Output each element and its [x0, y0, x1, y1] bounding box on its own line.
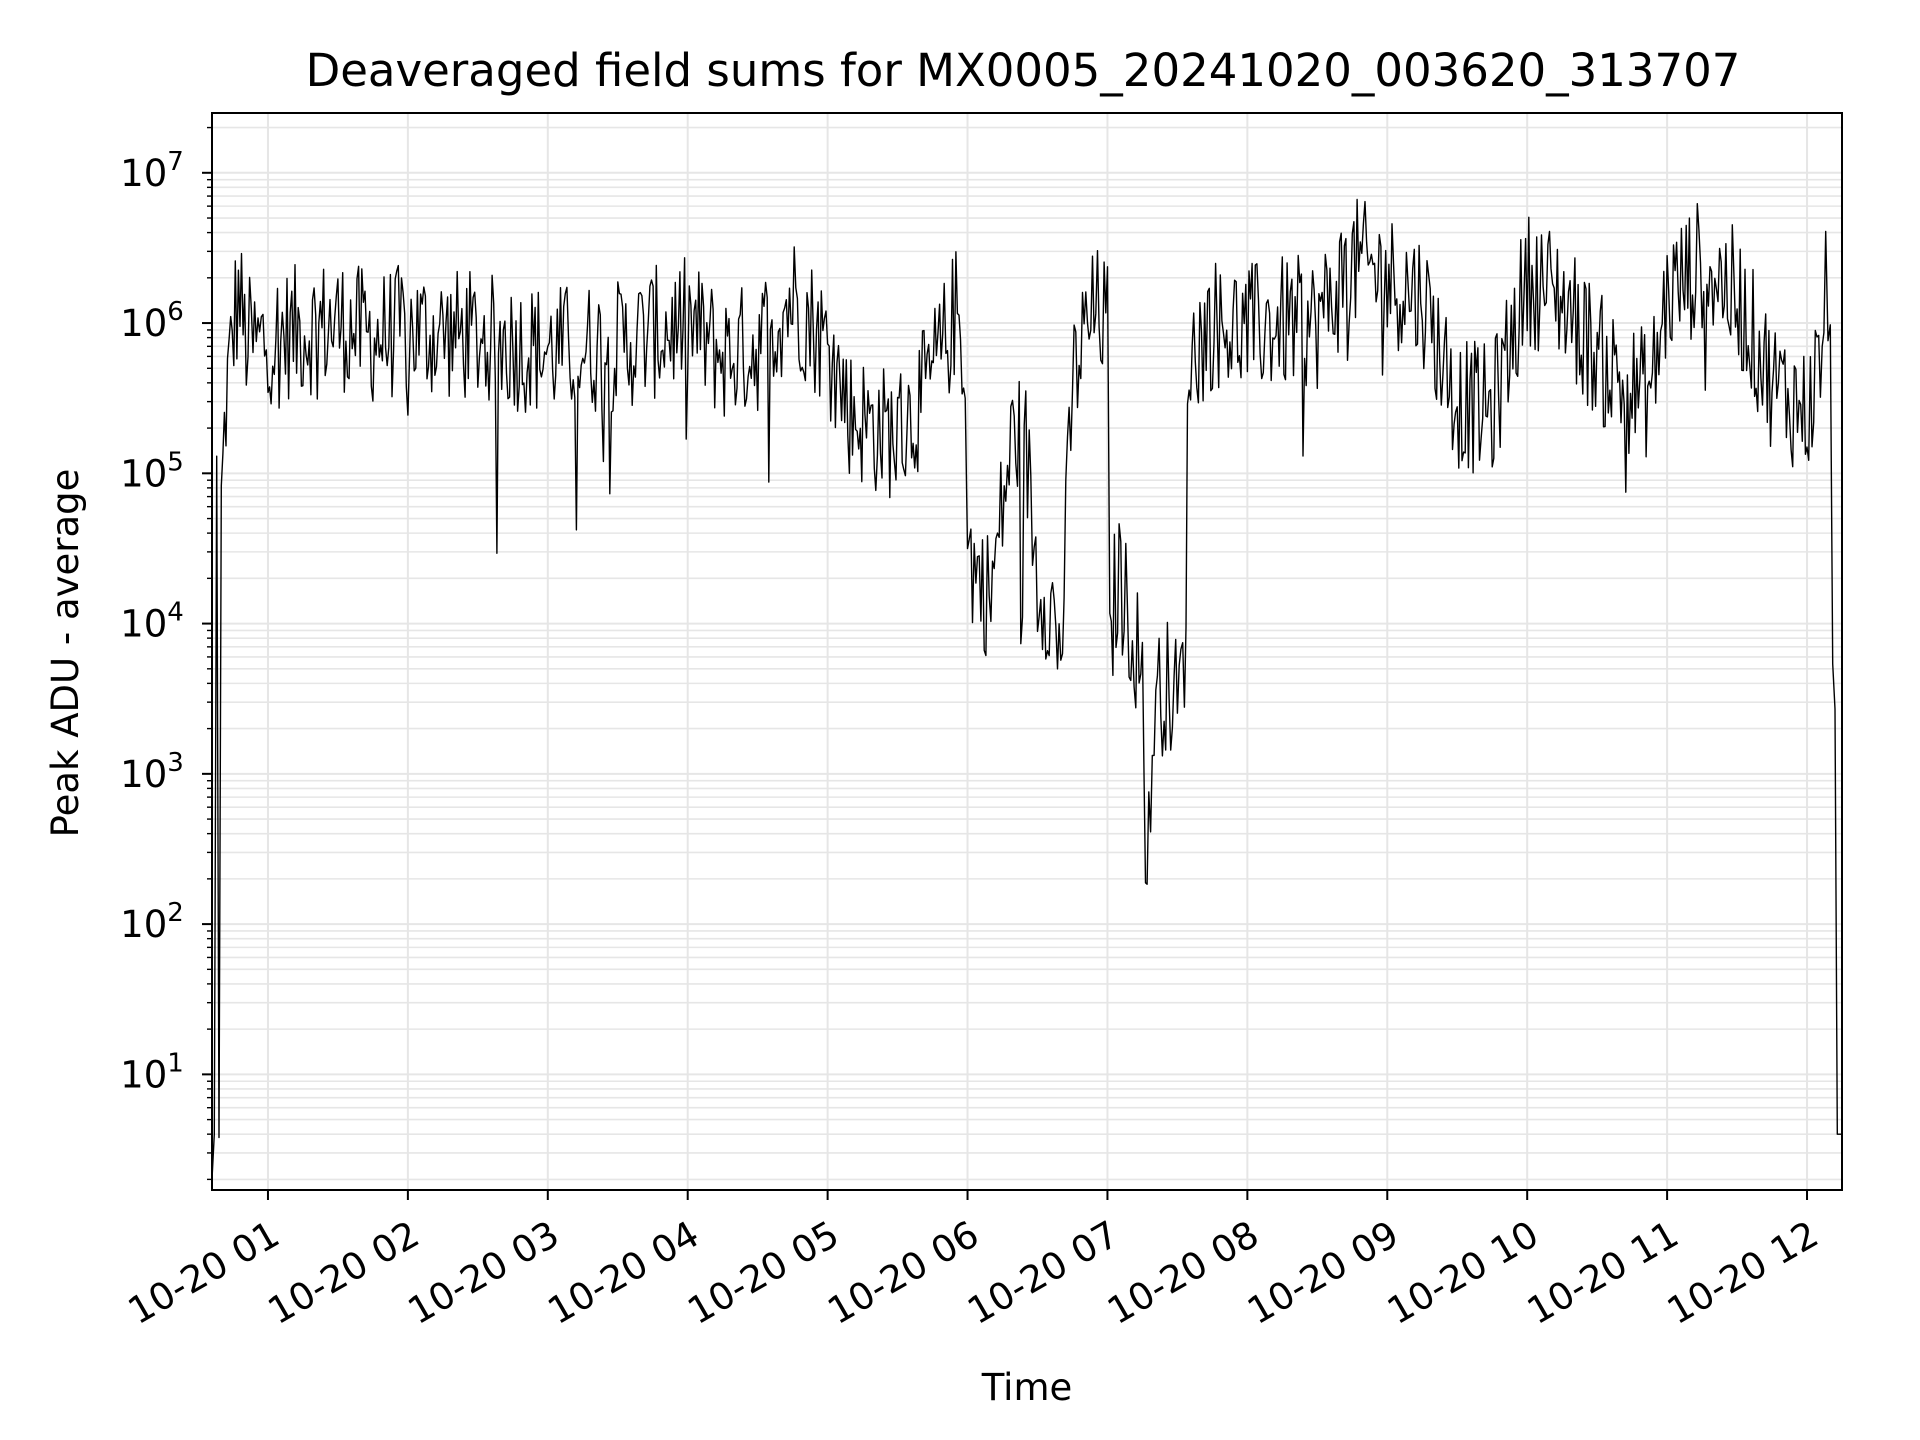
y-tick-label: 103	[120, 748, 184, 796]
y-tick-label: 102	[120, 898, 184, 946]
x-tick-label: 10-20 10	[1380, 1213, 1546, 1333]
series-line-group	[211, 198, 1842, 1180]
y-axis-label: Peak ADU - average	[44, 469, 87, 838]
x-tick-label: 10-20 04	[541, 1213, 707, 1333]
y-tick-label: 106	[120, 297, 184, 345]
x-tick-label: 10-20 03	[401, 1213, 567, 1333]
y-tick-label: 107	[120, 147, 184, 195]
y-tick-label: 104	[120, 598, 184, 646]
y-tick-label: 105	[120, 447, 184, 495]
x-axis-label: Time	[981, 1366, 1073, 1409]
x-tick-label: 10-20 01	[121, 1213, 287, 1333]
x-tick-label: 10-20 09	[1240, 1213, 1406, 1333]
series-line	[211, 198, 1842, 1180]
x-tick-label: 10-20 08	[1100, 1213, 1266, 1333]
x-tick-label: 10-20 12	[1660, 1213, 1826, 1333]
x-tick-label: 10-20 02	[261, 1213, 427, 1333]
chart-title: Deaveraged field sums for MX0005_2024102…	[306, 44, 1741, 97]
x-tick-label: 10-20 11	[1520, 1213, 1686, 1333]
y-tick-label: 101	[120, 1048, 184, 1096]
x-tick-label: 10-20 07	[960, 1213, 1126, 1333]
plot-frame	[211, 112, 1843, 1191]
y-axis: 101 102 103 104 105 106 107	[120, 126, 212, 1181]
x-tick-label: 10-20 05	[681, 1213, 847, 1333]
grid	[212, 113, 1842, 1190]
x-tick-label: 10-20 06	[820, 1213, 986, 1333]
